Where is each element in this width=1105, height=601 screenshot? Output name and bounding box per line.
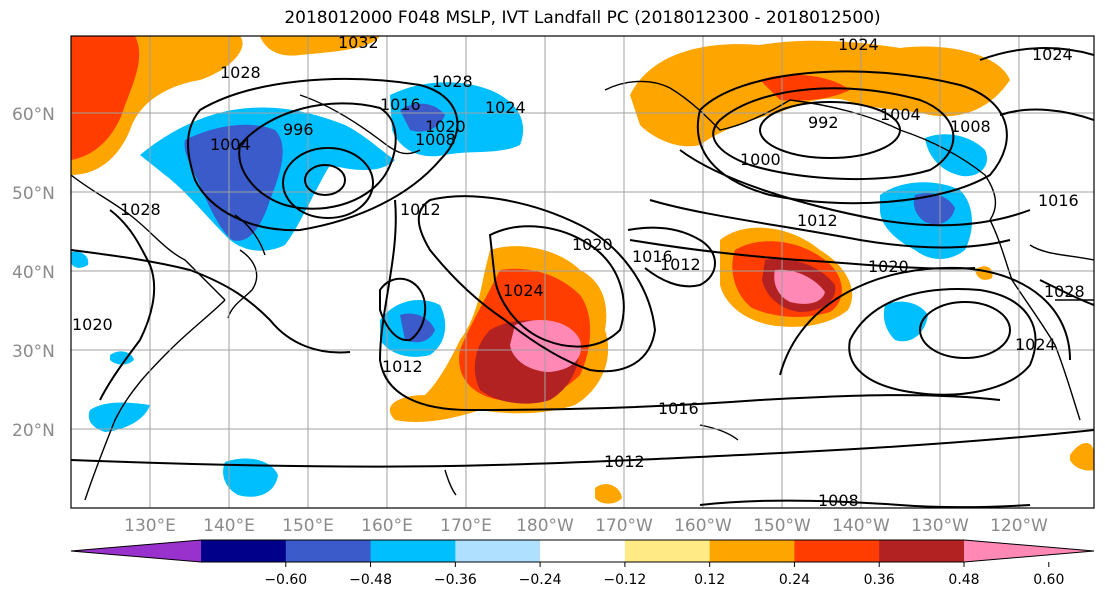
lon-label: 130°W [911,516,969,536]
mslp-isobars [71,47,1094,508]
map-title: 2018012000 F048 MSLP, IVT Landfall PC (2… [284,8,881,28]
lon-label: 120°W [990,516,1048,536]
lon-label: 170°E [440,516,492,536]
isobar-label: 1000 [740,150,781,169]
lon-label: 150°E [282,516,334,536]
isobar-label: 1024 [838,35,879,54]
isobar-label: 1024 [485,98,526,117]
map-border [70,35,1095,509]
colorbar-outline [70,539,1095,563]
isobar-label: 1012 [382,357,423,376]
ivt-negative-shading [71,82,988,497]
lon-label: 140°W [832,516,890,536]
colorbar-tick-label: 0.36 [864,572,895,588]
isobar-label: 996 [283,120,314,139]
lat-label: 20°N [12,421,55,441]
isobar-labels: 1032 1024 1024 1028 1028 1024 996 1004 1… [72,33,1085,510]
colorbar-tick-label: −0.12 [603,572,646,588]
colorbar-tick-label: −0.60 [264,572,307,588]
colorbar-extend-min [71,540,201,562]
colorbar-swatch [370,540,456,562]
lat-label: 40°N [12,263,55,283]
lon-label: 150°W [753,516,811,536]
isobar-label: 1016 [1038,191,1079,210]
isobar-label: 1024 [503,281,544,300]
colorbar-swatch [624,540,711,562]
colorbar-tick-label: 0.24 [779,572,810,588]
colorbar-swatch [285,540,372,562]
colorbar-extend-max [964,540,1094,562]
isobar-label: 1016 [380,95,421,114]
lat-label: 30°N [12,342,55,362]
colorbar-swatch [540,540,626,562]
isobar-label: 1012 [660,255,701,274]
colorbar: −0.60 −0.48 −0.36 −0.24 −0.12 0.12 0.24 0.36 0.4… [70,539,1095,588]
colorbar-tick-label: −0.36 [434,572,477,588]
colorbar-swatch [455,540,541,562]
colorbar-swatch [201,540,287,562]
isobar-label: 1028 [220,63,261,82]
isobar-label: 1024 [1015,335,1056,354]
isobar-label: 1028 [432,72,473,91]
colorbar-tick-label: 0.60 [1033,572,1064,588]
coastlines [71,80,1094,501]
lat-label: 50°N [12,184,55,204]
lon-label: 140°E [203,516,255,536]
lon-label: 130°E [124,516,176,536]
isobar-label: 1004 [210,135,251,154]
lon-label: 160°W [674,516,732,536]
isobar-label: 1008 [950,117,991,136]
isobar-label: 1016 [658,399,699,418]
colorbar-tick-label: 0.48 [948,572,979,588]
colorbar-tick-label: −0.48 [349,572,392,588]
lon-label: 180°W [516,516,574,536]
lon-label: 170°W [595,516,653,536]
lat-label: 60°N [12,105,55,125]
isobar-label: 1028 [120,200,161,219]
isobar-label: 1016 [632,247,673,266]
isobar-label: 1012 [797,211,838,230]
isobar-label: 1028 [1044,282,1085,301]
isobar-label: 1008 [415,130,456,149]
isobar-label: 1012 [604,452,645,471]
isobar-label: 992 [808,113,839,132]
colorbar-tick-label: −0.24 [519,572,562,588]
longitude-labels: 130°E 140°E 150°E 160°E 170°E 180°W 170°… [124,516,1048,536]
isobar-label: 1020 [72,315,113,334]
latitude-labels: 60°N 50°N 40°N 30°N 20°N [12,105,55,441]
colorbar-tick-label: 0.12 [694,572,725,588]
isobar-label: 1024 [1032,45,1073,64]
lon-label: 160°E [361,516,413,536]
isobar-label: 1032 [338,33,379,52]
colorbar-swatch [879,540,965,562]
graticule [71,36,1094,508]
isobar-label: 1020 [572,235,613,254]
isobar-label: 1020 [868,257,909,276]
colorbar-swatch [709,540,795,562]
isobar-label: 1004 [880,105,921,124]
isobar-label: 1012 [400,200,441,219]
colorbar-swatch [794,540,880,562]
isobar-label: 1020 [425,117,466,136]
isobar-label: 1008 [818,491,859,510]
